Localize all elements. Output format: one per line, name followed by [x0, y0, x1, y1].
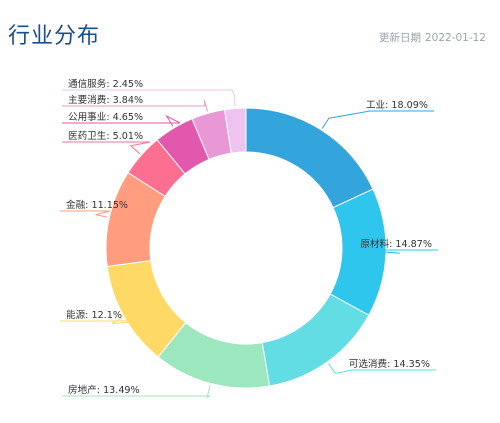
leader-line-8 — [62, 99, 208, 112]
update-date-label: 更新日期 — [378, 32, 421, 44]
leader-line-4 — [60, 317, 151, 324]
slice-label-6: 医药卫生: 5.01% — [68, 130, 143, 142]
slice-label-7: 公用事业: 4.65% — [68, 111, 143, 123]
slice-label-3: 房地产: 13.49% — [68, 384, 140, 396]
slice-1[interactable] — [329, 188, 387, 316]
page-title: 行业分布 — [8, 24, 101, 49]
slice-label-5: 金融: 11.15% — [66, 199, 128, 211]
slice-label-9: 通信服务: 2.45% — [68, 78, 143, 90]
slice-label-4: 能源: 12.1% — [66, 309, 122, 321]
update-date: 更新日期 2022-01-12 — [379, 30, 486, 45]
slice-label-1: 原材料: 14.87% — [360, 238, 432, 250]
slice-label-2: 可选消费: 14.35% — [349, 358, 430, 370]
leader-line-9 — [62, 89, 236, 107]
update-date-value: 2022-01-12 — [424, 32, 486, 44]
leader-line-7 — [62, 114, 181, 127]
slice-9[interactable] — [223, 107, 247, 154]
slice-2[interactable] — [261, 293, 370, 387]
slice-label-8: 主要消费: 3.84% — [68, 94, 143, 106]
slice-0[interactable] — [245, 107, 374, 209]
leader-line-6 — [62, 141, 151, 155]
slice-label-0: 工业: 18.09% — [366, 100, 428, 111]
leader-line-2 — [328, 363, 436, 374]
leader-line-0 — [322, 110, 434, 129]
leader-line-1 — [359, 249, 438, 254]
leader-line-5 — [60, 210, 111, 218]
leader-line-3 — [62, 385, 211, 398]
